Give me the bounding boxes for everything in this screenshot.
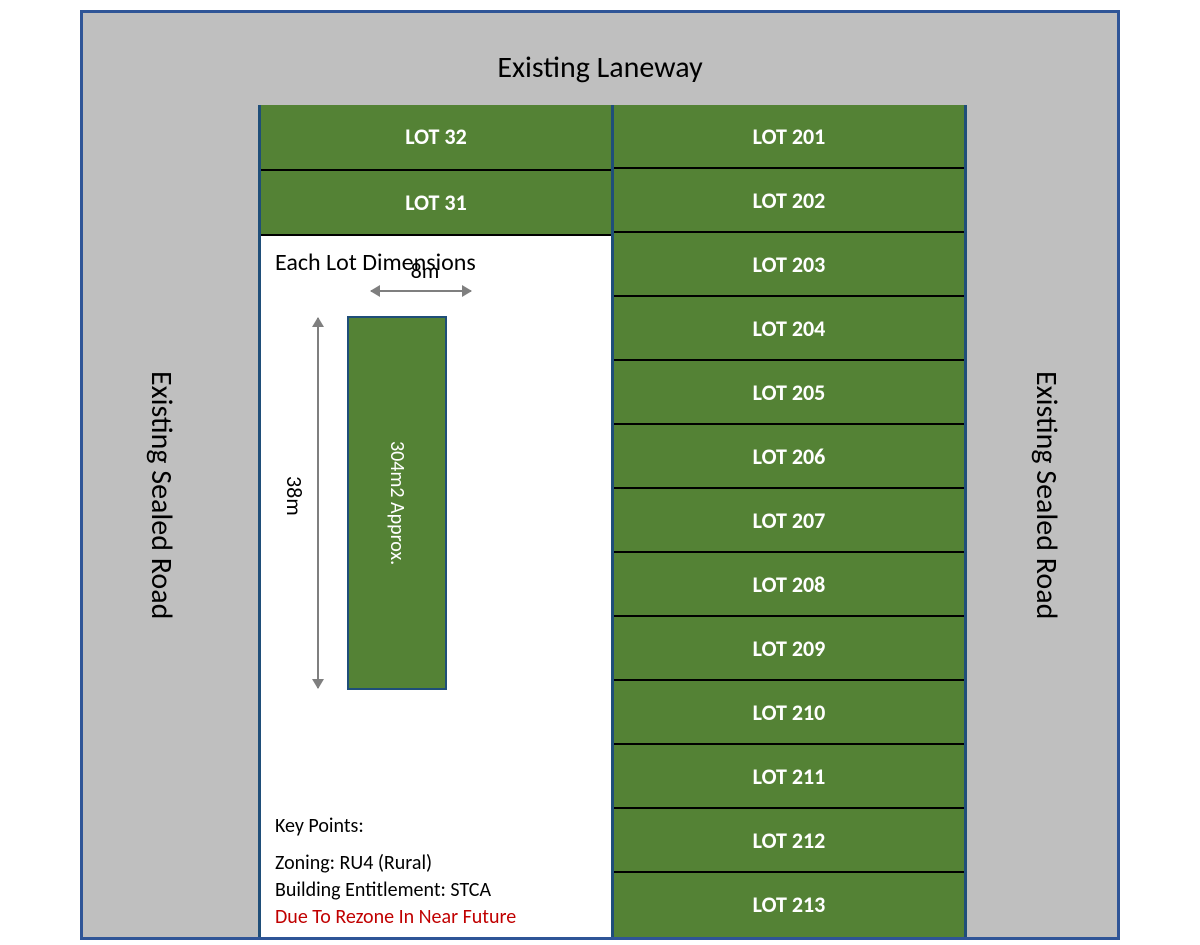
lot-cell: LOT 201	[614, 105, 964, 169]
keypoint-line: Building Entitlement: STCA	[275, 877, 601, 904]
lot-grid: LOT 32 LOT 31 Each Lot Dimensions 8m 38m	[258, 105, 967, 937]
width-dimension: 8m	[345, 281, 465, 308]
left-column: LOT 32 LOT 31 Each Lot Dimensions 8m 38m	[261, 105, 614, 937]
lot-cell: LOT 205	[614, 361, 964, 425]
lot-cell: LOT 212	[614, 809, 964, 873]
sample-lot: 304m2 Approx.	[347, 316, 447, 690]
lot-cell: LOT 202	[614, 169, 964, 233]
road-left-label: Existing Sealed Road	[143, 371, 180, 619]
subdivision-diagram: Existing Laneway Existing Sealed Road Ex…	[0, 0, 1200, 945]
lot-cell: LOT 31	[261, 171, 611, 237]
lot-cell: LOT 213	[614, 873, 964, 937]
lot-cell: LOT 32	[261, 105, 611, 171]
outer-frame: Existing Laneway Existing Sealed Road Ex…	[80, 10, 1120, 940]
laneway-label: Existing Laneway	[83, 49, 1117, 86]
width-label: 8m	[411, 257, 440, 284]
sample-lot-wrap: 38m 304m2 Approx.	[303, 316, 597, 690]
keypoint-line: Zoning: RU4 (Rural)	[275, 850, 601, 877]
lot-cell: LOT 209	[614, 617, 964, 681]
lot-cell: LOT 206	[614, 425, 964, 489]
road-right-label: Existing Sealed Road	[1028, 371, 1065, 619]
lot-cell: LOT 211	[614, 745, 964, 809]
keypoints-title: Key Points:	[275, 813, 601, 840]
dimension-info: Each Lot Dimensions 8m 38m 304m2 App	[261, 236, 611, 937]
key-points: Key Points: Zoning: RU4 (Rural) Building…	[275, 813, 601, 931]
lot-cell: LOT 210	[614, 681, 964, 745]
height-label: 38m	[281, 476, 308, 516]
keypoint-alert: Due To Rezone In Near Future	[275, 904, 601, 931]
lot-cell: LOT 204	[614, 297, 964, 361]
area-label: 304m2 Approx.	[385, 441, 409, 565]
height-arrow-icon	[317, 318, 319, 688]
right-column: LOT 201 LOT 202 LOT 203 LOT 204 LOT 205 …	[614, 105, 964, 937]
lot-cell: LOT 207	[614, 489, 964, 553]
lot-cell: LOT 208	[614, 553, 964, 617]
width-arrow-icon	[371, 290, 471, 292]
lot-cell: LOT 203	[614, 233, 964, 297]
